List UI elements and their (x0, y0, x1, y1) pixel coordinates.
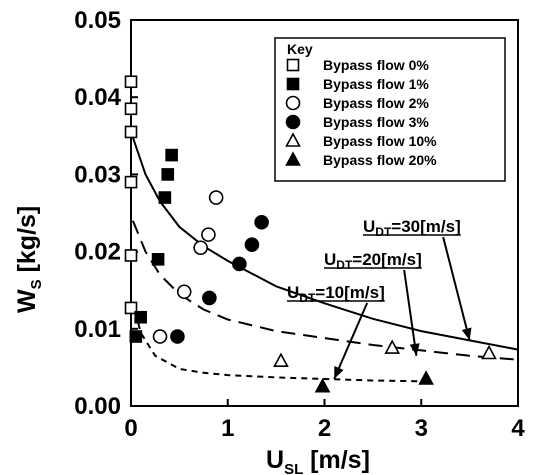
legend-label-1: Bypass flow 0% (323, 57, 429, 73)
legend-marker-4 (285, 114, 301, 130)
data-point-series-1 (124, 102, 138, 116)
x-tick-label: 3 (415, 415, 428, 442)
points-layer (124, 75, 497, 393)
curve-annotation-2: UDT=20[m/s] (324, 250, 422, 356)
legend: Key Bypass flow 0%Bypass flow 1%Bypass f… (274, 37, 506, 182)
y-tick-label: 0.03 (74, 161, 121, 188)
y-tick-label: 0.00 (74, 393, 121, 420)
x-axis-label: USL [m/s] (266, 446, 370, 475)
data-point-series-2 (129, 330, 143, 343)
annotation-arrowhead (409, 343, 420, 356)
legend-marker-6 (285, 151, 301, 166)
y-tick-label: 0.02 (74, 239, 121, 266)
data-point-series-1 (124, 75, 138, 89)
legend-marker-2 (286, 77, 300, 91)
legend-entries: Bypass flow 0% Bypass flow 1% Bypass flow … (285, 57, 437, 168)
y-tick-label: 0.05 (74, 7, 121, 34)
curve-annotation-3: UDT=10[m/s] (287, 283, 385, 380)
legend-title: Key (287, 41, 313, 57)
data-point-series-6 (314, 378, 331, 393)
x-tick-label: 2 (318, 415, 331, 442)
data-point-series-5 (481, 344, 497, 360)
data-point-series-1 (124, 125, 138, 139)
annotation-arrowhead (461, 327, 472, 341)
data-point-series-5 (273, 352, 289, 368)
legend-label-4: Bypass flow 3% (323, 114, 429, 130)
legend-label-5: Bypass flow 10% (323, 133, 437, 149)
data-point-series-1 (124, 175, 138, 189)
legend-box (274, 37, 506, 182)
model-curve-3 (131, 301, 422, 383)
legend-label-3: Bypass flow 2% (323, 95, 429, 111)
legend-label-6: Bypass flow 20% (323, 152, 437, 168)
y-axis-label: WS [kg/s] (13, 206, 45, 313)
data-point-series-4 (202, 290, 217, 306)
data-point-series-2 (165, 148, 178, 162)
x-tick-label: 1 (221, 415, 234, 442)
annotations-layer: UDT=30[m/s]UDT=20[m/s]UDT=10[m/s] (287, 217, 472, 380)
data-point-series-3 (193, 240, 208, 256)
x-tick-label: 4 (511, 415, 525, 442)
data-point-series-3 (176, 284, 192, 300)
legend-marker-5 (285, 132, 301, 147)
model-curve-1 (130, 131, 519, 351)
legend-marker-3 (285, 95, 301, 111)
curve-annotation-1: UDT=30[m/s] (363, 217, 472, 341)
data-point-series-2 (158, 191, 172, 204)
data-point-series-2 (151, 253, 165, 266)
annotation-arrowhead (334, 365, 344, 379)
data-point-series-4 (244, 237, 260, 252)
annotation-arrow (403, 269, 418, 356)
data-point-series-2 (161, 168, 175, 181)
data-point-series-4 (170, 329, 185, 344)
data-point-series-5 (384, 339, 401, 354)
data-point-series-2 (134, 310, 147, 324)
x-tick-label: 0 (124, 415, 137, 442)
annotation-arrow (442, 236, 471, 341)
legend-marker-1 (286, 58, 300, 72)
data-point-series-1 (124, 301, 138, 315)
data-point-series-3 (208, 190, 224, 205)
data-point-series-4 (254, 214, 269, 230)
data-point-series-1 (124, 249, 138, 262)
data-point-series-3 (152, 329, 168, 344)
data-point-series-3 (201, 227, 216, 242)
data-point-series-6 (418, 370, 434, 385)
y-tick-label: 0.01 (74, 316, 121, 343)
data-point-series-4 (232, 256, 247, 272)
model-curve-2 (131, 220, 519, 361)
legend-label-2: Bypass flow 1% (323, 76, 429, 92)
y-tick-label: 0.04 (74, 84, 121, 111)
curves-layer (130, 131, 519, 383)
annotation-arrow (333, 302, 369, 380)
